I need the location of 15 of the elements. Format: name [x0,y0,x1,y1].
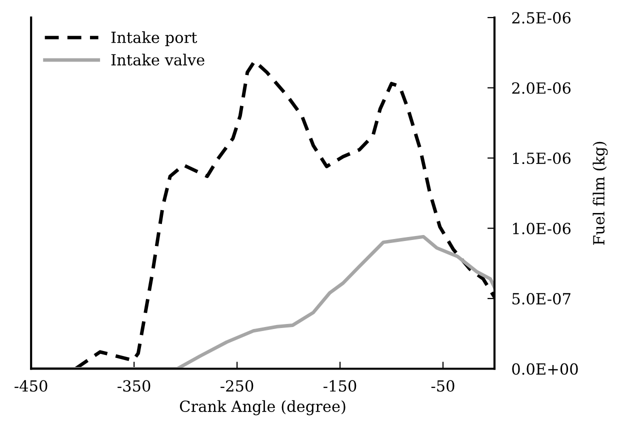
x-tick-label: -250 [220,380,254,392]
x-tick-label: -150 [324,380,356,392]
y-tick-label: 2.5E-06 [512,12,571,24]
x-tick-label: -50 [431,380,454,392]
legend-label: Intake valve [111,54,204,66]
y-tick-label: 5.0E-07 [512,292,570,305]
x-tick-label: -350 [118,380,150,392]
legend-label: Intake port [111,31,198,46]
x-axis-title: Crank Angle (degree) [180,400,346,416]
y-axis-title: Fuel film (kg) [592,142,608,245]
y-tick-label: 1.0E-06 [513,222,571,234]
y-tick-label: 2.0E-06 [512,82,571,94]
y-tick-label: 1.5E-06 [513,152,571,164]
y-tick-label: 0.0E+00 [512,363,578,375]
x-tick-label: -450 [14,380,48,392]
